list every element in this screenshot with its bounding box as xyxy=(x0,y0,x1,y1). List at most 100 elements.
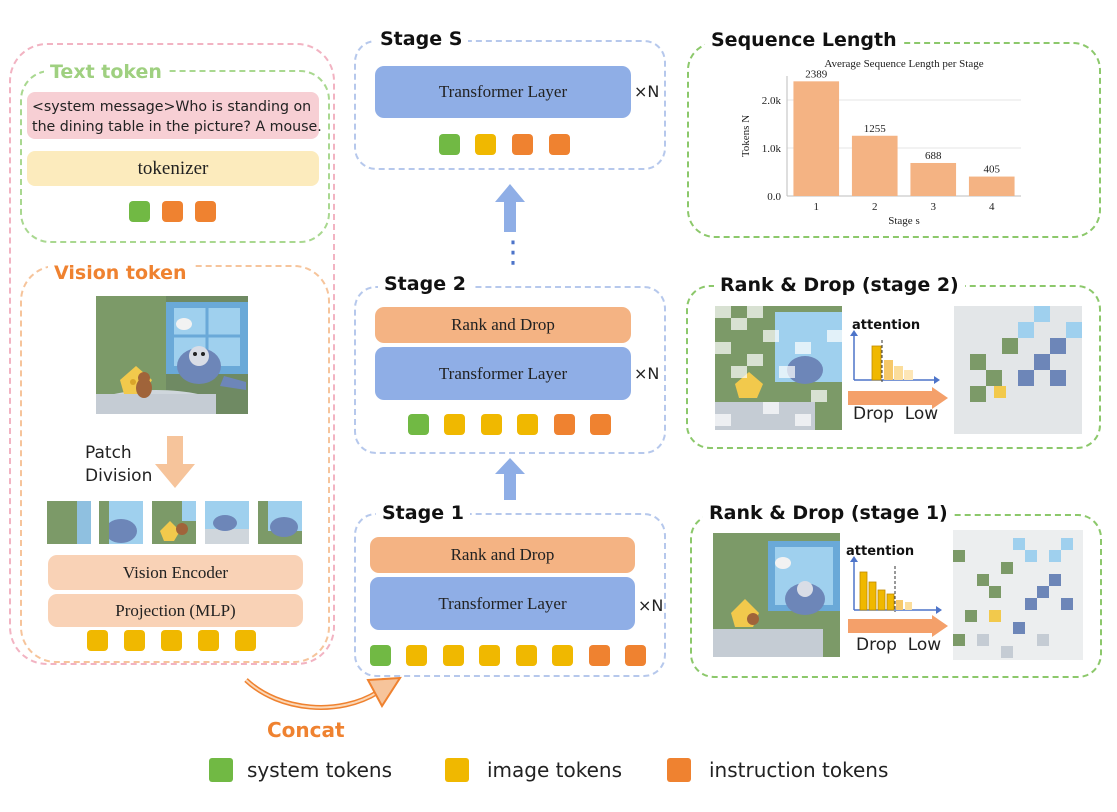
system-token xyxy=(439,134,460,155)
stage-1-transformer-label: Transformer Layer xyxy=(438,593,567,613)
rank-drop-1-attention-chart xyxy=(850,556,942,614)
instruction-token xyxy=(625,645,646,666)
stage-s-repeat: ×N xyxy=(634,82,660,101)
tokenizer-label: tokenizer xyxy=(137,157,209,179)
system-message-text: <system message>Who is standing on the d… xyxy=(32,99,322,135)
stage-2-title: Stage 2 xyxy=(378,273,472,295)
stage-2-transformer: Transformer Layer xyxy=(375,347,631,400)
instruction-token xyxy=(549,134,570,155)
rank-drop-2-output-image xyxy=(954,306,1082,434)
patch-division-arrow xyxy=(155,436,195,488)
legend-image-label: image tokens xyxy=(487,758,622,782)
stage-1-transformer: Transformer Layer xyxy=(370,577,635,630)
chart-bar-value-label: 1255 xyxy=(864,123,887,135)
projection-box: Projection (MLP) xyxy=(48,594,303,627)
up-arrow xyxy=(495,184,525,232)
image-token xyxy=(235,630,256,651)
stage-s-transformer-label: Transformer Layer xyxy=(438,82,568,101)
system-message-box xyxy=(27,92,319,139)
chart-title: Average Sequence Length per Stage xyxy=(824,58,983,70)
sequence-length-chart: 0.0 1.0k 2.0k 2389 1 1255 2 688 3 405 4 Average Seq… xyxy=(740,58,1021,227)
image-token xyxy=(443,645,464,666)
rank-drop-1-title: Rank & Drop (stage 1) xyxy=(703,502,954,524)
chart-bar xyxy=(793,81,840,196)
system-token xyxy=(408,414,429,435)
stage-2-repeat: ×N xyxy=(634,364,660,383)
image-patch xyxy=(99,501,143,544)
legend-instruction-label: instruction tokens xyxy=(709,758,889,782)
stage-s-title: Stage S xyxy=(374,28,469,50)
chart-bar-value-label: 688 xyxy=(925,150,942,162)
text-token-title: Text token xyxy=(44,61,168,83)
stage-2-panel xyxy=(354,286,666,454)
rank-drop-2-drop-arrow xyxy=(848,387,948,409)
chart-bar xyxy=(851,135,898,196)
up-arrow xyxy=(495,458,525,500)
chart-bar-value-label: 2389 xyxy=(805,68,828,80)
chart-x-tick-label: 1 xyxy=(814,201,820,213)
image-token xyxy=(517,414,538,435)
legend-instruction-swatch xyxy=(667,758,691,782)
stage-s-panel xyxy=(354,40,666,170)
rank-drop-2-attention-label: attention xyxy=(852,318,921,333)
stage-1-rank-drop-label: Rank and Drop xyxy=(450,545,555,564)
input-image xyxy=(96,296,248,418)
text-token-panel xyxy=(20,70,330,243)
image-token xyxy=(124,630,145,651)
rank-drop-1-drop-low: Drop Low xyxy=(856,635,942,655)
chart-x-tick-label: 4 xyxy=(989,201,995,213)
image-token xyxy=(479,645,500,666)
stage-2-transformer-label: Transformer Layer xyxy=(438,363,568,383)
stage-ellipsis: ⋮ xyxy=(498,235,528,270)
instruction-token xyxy=(590,414,611,435)
legend-system-label: system tokens xyxy=(247,758,393,782)
stage-1-panel xyxy=(354,513,666,677)
input-panel xyxy=(9,43,335,665)
patch-division-label: Patch Division xyxy=(85,443,153,486)
concat-label: Concat xyxy=(267,718,345,742)
rank-drop-1-attention-label: attention xyxy=(846,544,915,559)
instruction-token xyxy=(162,201,183,222)
instruction-token xyxy=(195,201,216,222)
legend-system-swatch xyxy=(209,758,233,782)
stage-1-repeat: ×N xyxy=(638,596,664,615)
image-token xyxy=(516,645,537,666)
instruction-token xyxy=(512,134,533,155)
concat-arrow xyxy=(240,672,405,722)
chart-x-axis-label: Stage s xyxy=(888,215,919,227)
chart-y-tick-label: 2.0k xyxy=(762,95,782,107)
chart-x-tick-label: 2 xyxy=(872,201,878,213)
rank-drop-2-input-image xyxy=(715,306,842,430)
vision-encoder-label: Vision Encoder xyxy=(122,562,229,582)
rank-drop-2-title: Rank & Drop (stage 2) xyxy=(714,274,965,296)
vision-encoder-box: Vision Encoder xyxy=(48,555,303,590)
rank-drop-1-input-image xyxy=(713,533,840,657)
chart-x-tick-label: 3 xyxy=(931,201,937,213)
image-token xyxy=(444,414,465,435)
rank-drop-1-output-image xyxy=(953,530,1083,660)
system-token xyxy=(129,201,150,222)
image-patch xyxy=(47,501,91,544)
image-token xyxy=(481,414,502,435)
chart-bar xyxy=(910,162,957,196)
image-patch xyxy=(258,501,302,544)
chart-y-tick-label: 0.0 xyxy=(767,191,781,203)
stage-1-title: Stage 1 xyxy=(376,502,470,524)
image-patch xyxy=(205,501,249,544)
system-token xyxy=(370,645,391,666)
image-token xyxy=(475,134,496,155)
chart-bar-value-label: 405 xyxy=(984,164,1001,176)
image-token xyxy=(198,630,219,651)
instruction-token xyxy=(589,645,610,666)
legend-image-swatch xyxy=(445,758,469,782)
instruction-token xyxy=(554,414,575,435)
tokenizer-box: tokenizer xyxy=(27,151,319,186)
image-token xyxy=(406,645,427,666)
image-token xyxy=(552,645,573,666)
chart-bar xyxy=(968,176,1015,196)
sequence-length-title: Sequence Length xyxy=(705,29,903,51)
rank-drop-2-drop-low: Drop Low xyxy=(853,404,939,424)
stage-s-transformer: Transformer Layer xyxy=(375,66,631,118)
stage-2-rank-drop: Rank and Drop xyxy=(375,307,631,343)
